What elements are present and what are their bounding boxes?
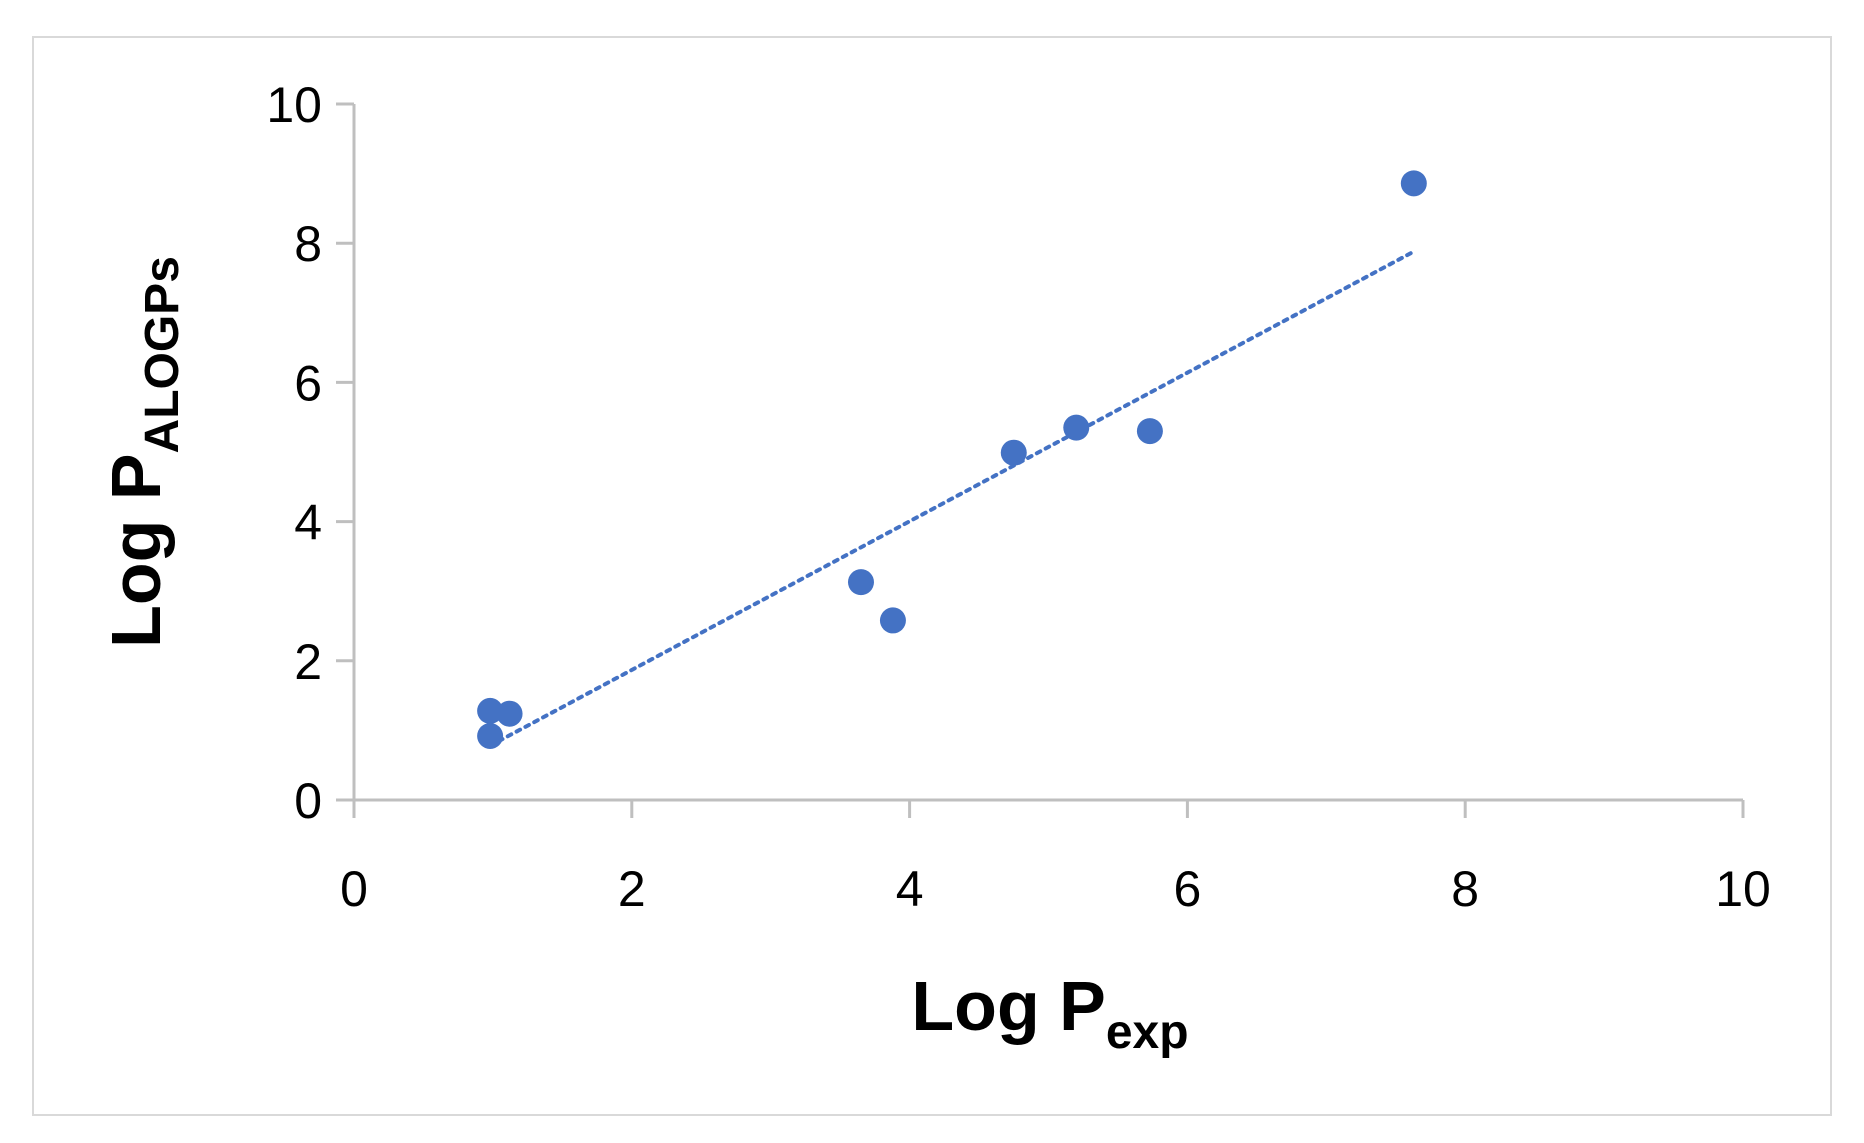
- x-tick-label: 2: [618, 861, 646, 917]
- y-axis-title-subscript: ALOGPs: [136, 256, 189, 453]
- x-tick-label: 8: [1451, 861, 1479, 917]
- y-tick-labels: 0 2 4 6 8 10: [266, 77, 322, 829]
- x-tick-label: 10: [1715, 861, 1771, 917]
- data-point: [477, 722, 504, 749]
- y-tick-label: 0: [294, 773, 322, 829]
- data-point: [496, 700, 523, 727]
- x-axis-title-subscript: exp: [1106, 1006, 1189, 1059]
- trendline: [488, 249, 1416, 748]
- data-points: [477, 170, 1427, 749]
- x-tick-label: 6: [1173, 861, 1201, 917]
- chart-frame: [32, 36, 1832, 1116]
- y-tick-label: 4: [294, 495, 322, 551]
- y-tick-label: 2: [294, 634, 322, 690]
- y-tick-label: 8: [294, 216, 322, 272]
- data-point: [1063, 414, 1090, 441]
- y-tick-label: 6: [294, 355, 322, 411]
- x-tick-label: 4: [896, 861, 924, 917]
- data-point: [477, 697, 504, 724]
- x-tick-label: 0: [340, 861, 368, 917]
- data-point: [1400, 170, 1427, 197]
- x-axis-title-main: Log P: [911, 967, 1105, 1045]
- data-point: [879, 607, 906, 634]
- x-axis-title: Log Pexp: [911, 967, 1188, 1059]
- y-axis-title-main: Log P: [97, 453, 175, 647]
- data-point: [1136, 418, 1163, 445]
- data-point: [1000, 439, 1027, 466]
- y-tick-label: 10: [266, 77, 322, 133]
- x-tick-labels: 0 2 4 6 8 10: [340, 861, 1771, 917]
- data-point: [847, 569, 874, 596]
- axes: [336, 102, 1745, 818]
- y-axis-title: Log PALOGPs: [97, 256, 189, 648]
